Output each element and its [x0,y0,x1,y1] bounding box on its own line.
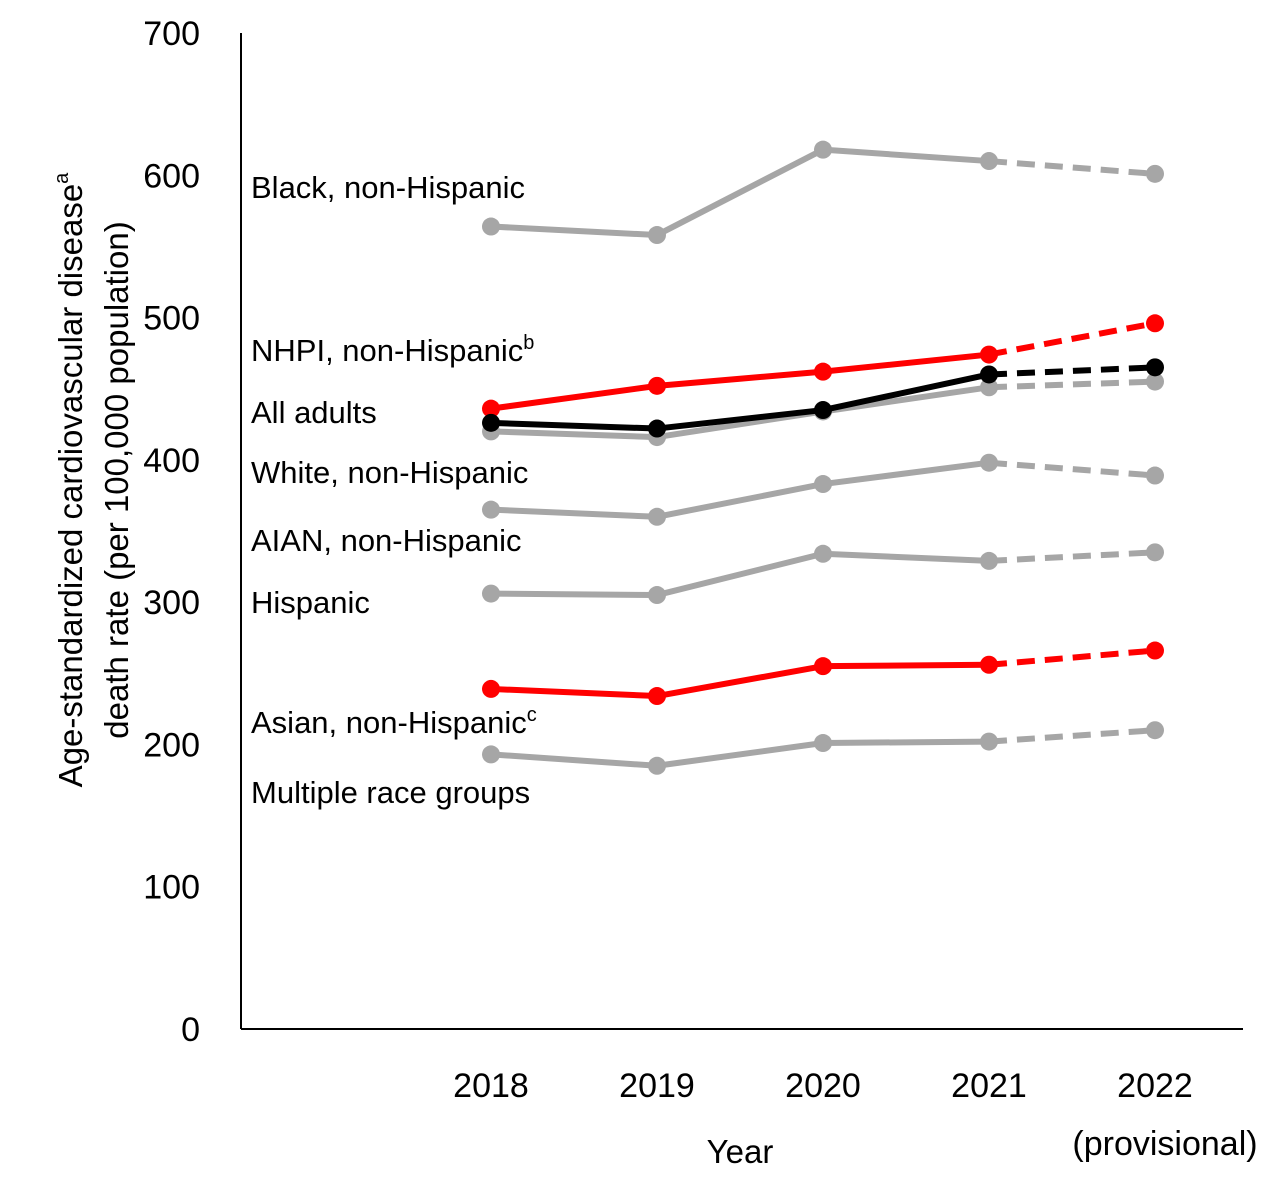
data-point [814,544,832,563]
series-label: NHPI, non-Hispanicb [251,332,534,368]
series-line-solid [490,371,990,432]
x-tick-note-provisional: (provisional) [1072,1125,1257,1163]
series-line-solid [490,738,990,769]
series-group-other [482,140,1164,775]
x-tick-label: 2022 [1117,1067,1193,1105]
y-tick-labels: 0 100 200 300 400 500 600 700 [143,15,200,1049]
y-tick-label: 400 [143,442,200,480]
data-point [482,679,500,698]
series-line-provisional [988,320,1156,358]
series-line-solid [490,351,990,412]
series-line-provisional [988,549,1156,564]
y-axis-title-line1: Age-standardized cardiovascular diseasea [51,172,89,788]
x-tick-labels: 2018 2019 2020 2021 2022 (provisional) [453,1067,1257,1163]
series-labels: Black, non-Hispanic NHPI, non-Hispanicb Al… [251,170,537,810]
series-line-solid [490,459,990,520]
data-point [482,500,500,519]
series-nhpi-non-hispanic [482,314,1164,418]
y-tick-label: 300 [143,584,200,622]
series-line-provisional [988,727,1156,745]
series-label: Hispanic [251,585,370,620]
y-tick-label: 0 [181,1011,200,1049]
data-point [648,419,666,438]
data-point [482,217,500,236]
data-point [648,756,666,775]
data-point [980,365,998,384]
data-point [648,586,666,605]
data-point [980,732,998,751]
data-point [814,401,832,420]
y-tick-label: 200 [143,726,200,764]
data-point [1146,314,1164,333]
series-line-solid [490,146,990,239]
data-point [648,507,666,526]
series-label: Black, non-Hispanic [251,170,525,205]
data-point [648,687,666,706]
series-line-solid [490,550,990,599]
series-label: Asian, non-Hispanicc [251,704,537,740]
data-point [980,152,998,171]
data-point [482,745,500,764]
data-point [482,399,500,418]
x-tick-label: 2019 [619,1067,695,1105]
data-point [980,453,998,472]
y-axis-title-line2: death rate (per 100,000 population) [98,221,135,738]
data-point [1146,372,1164,391]
y-tick-label: 600 [143,157,200,195]
series-hispanic [482,543,1164,605]
data-point [980,378,998,397]
data-point [482,584,500,603]
series-line-provisional [988,158,1156,177]
series-label: AIAN, non-Hispanic [251,523,522,558]
data-point [980,551,998,570]
y-tick-label: 100 [143,869,200,907]
series-group-highlight [482,314,1164,706]
series-black-non-hispanic [482,140,1164,245]
data-point [814,140,832,159]
series-line-provisional [988,647,1156,668]
data-point [814,362,832,381]
x-tick-label: 2020 [785,1067,861,1105]
series-label: Multiple race groups [251,775,530,810]
data-point [648,226,666,245]
y-tick-label: 500 [143,300,200,338]
data-point [648,376,666,395]
data-point [482,413,500,432]
x-tick-label: 2021 [951,1067,1027,1105]
y-tick-label: 700 [143,15,200,53]
data-point [980,655,998,674]
series-aian-non-hispanic [482,453,1164,526]
series-multiple-race-groups [482,721,1164,775]
series-asian-non-hispanic [482,641,1164,706]
data-point [1146,721,1164,740]
series-line-provisional [988,459,1156,479]
series-all-adults [482,358,1164,438]
series-label: White, non-Hispanic [251,455,528,490]
data-point [814,475,832,494]
series-line-provisional [988,378,1156,391]
data-point [1146,641,1164,660]
series-line-solid [490,661,990,700]
axes [240,33,1243,1030]
data-point [1146,164,1164,183]
series-label: All adults [251,395,377,430]
x-tick-label: 2018 [453,1067,529,1105]
series-line-provisional [988,364,1156,378]
data-point [1146,466,1164,485]
data-point [1146,543,1164,562]
series-line-solid [490,384,990,441]
data-point [980,345,998,364]
data-point [814,657,832,676]
x-axis-title: Year [707,1133,774,1170]
data-point [1146,358,1164,377]
data-point [814,734,832,753]
